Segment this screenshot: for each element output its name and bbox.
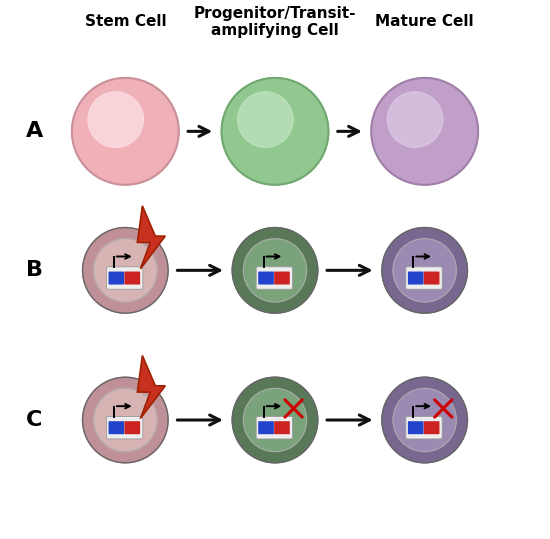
- Circle shape: [371, 78, 478, 185]
- Circle shape: [393, 389, 456, 452]
- Text: B: B: [26, 260, 43, 280]
- Circle shape: [243, 389, 307, 452]
- Text: Progenitor/Transit-
amplifying Cell: Progenitor/Transit- amplifying Cell: [194, 5, 356, 38]
- FancyBboxPatch shape: [108, 272, 124, 285]
- FancyBboxPatch shape: [258, 272, 274, 285]
- Circle shape: [94, 389, 157, 452]
- Circle shape: [382, 227, 468, 313]
- FancyBboxPatch shape: [408, 272, 424, 285]
- Circle shape: [94, 239, 157, 302]
- Circle shape: [82, 377, 168, 463]
- FancyBboxPatch shape: [108, 421, 124, 434]
- Circle shape: [88, 92, 144, 147]
- FancyBboxPatch shape: [124, 272, 140, 285]
- FancyBboxPatch shape: [408, 421, 424, 434]
- Text: C: C: [26, 410, 43, 430]
- FancyBboxPatch shape: [256, 417, 293, 439]
- FancyBboxPatch shape: [107, 267, 143, 289]
- FancyBboxPatch shape: [258, 421, 274, 434]
- Circle shape: [232, 227, 318, 313]
- Text: A: A: [26, 121, 43, 141]
- FancyBboxPatch shape: [424, 272, 439, 285]
- FancyBboxPatch shape: [124, 421, 140, 434]
- Circle shape: [82, 227, 168, 313]
- Circle shape: [72, 78, 179, 185]
- FancyBboxPatch shape: [274, 421, 290, 434]
- Polygon shape: [138, 206, 165, 269]
- Circle shape: [387, 92, 443, 147]
- Circle shape: [238, 92, 293, 147]
- Circle shape: [382, 377, 468, 463]
- Circle shape: [243, 239, 307, 302]
- FancyBboxPatch shape: [274, 272, 290, 285]
- Circle shape: [232, 377, 318, 463]
- Polygon shape: [138, 356, 165, 418]
- FancyBboxPatch shape: [424, 421, 439, 434]
- FancyBboxPatch shape: [107, 417, 143, 439]
- Text: Stem Cell: Stem Cell: [85, 14, 166, 29]
- Circle shape: [393, 239, 456, 302]
- Text: Mature Cell: Mature Cell: [375, 14, 474, 29]
- FancyBboxPatch shape: [256, 267, 293, 289]
- Circle shape: [222, 78, 328, 185]
- FancyBboxPatch shape: [406, 267, 442, 289]
- FancyBboxPatch shape: [406, 417, 442, 439]
